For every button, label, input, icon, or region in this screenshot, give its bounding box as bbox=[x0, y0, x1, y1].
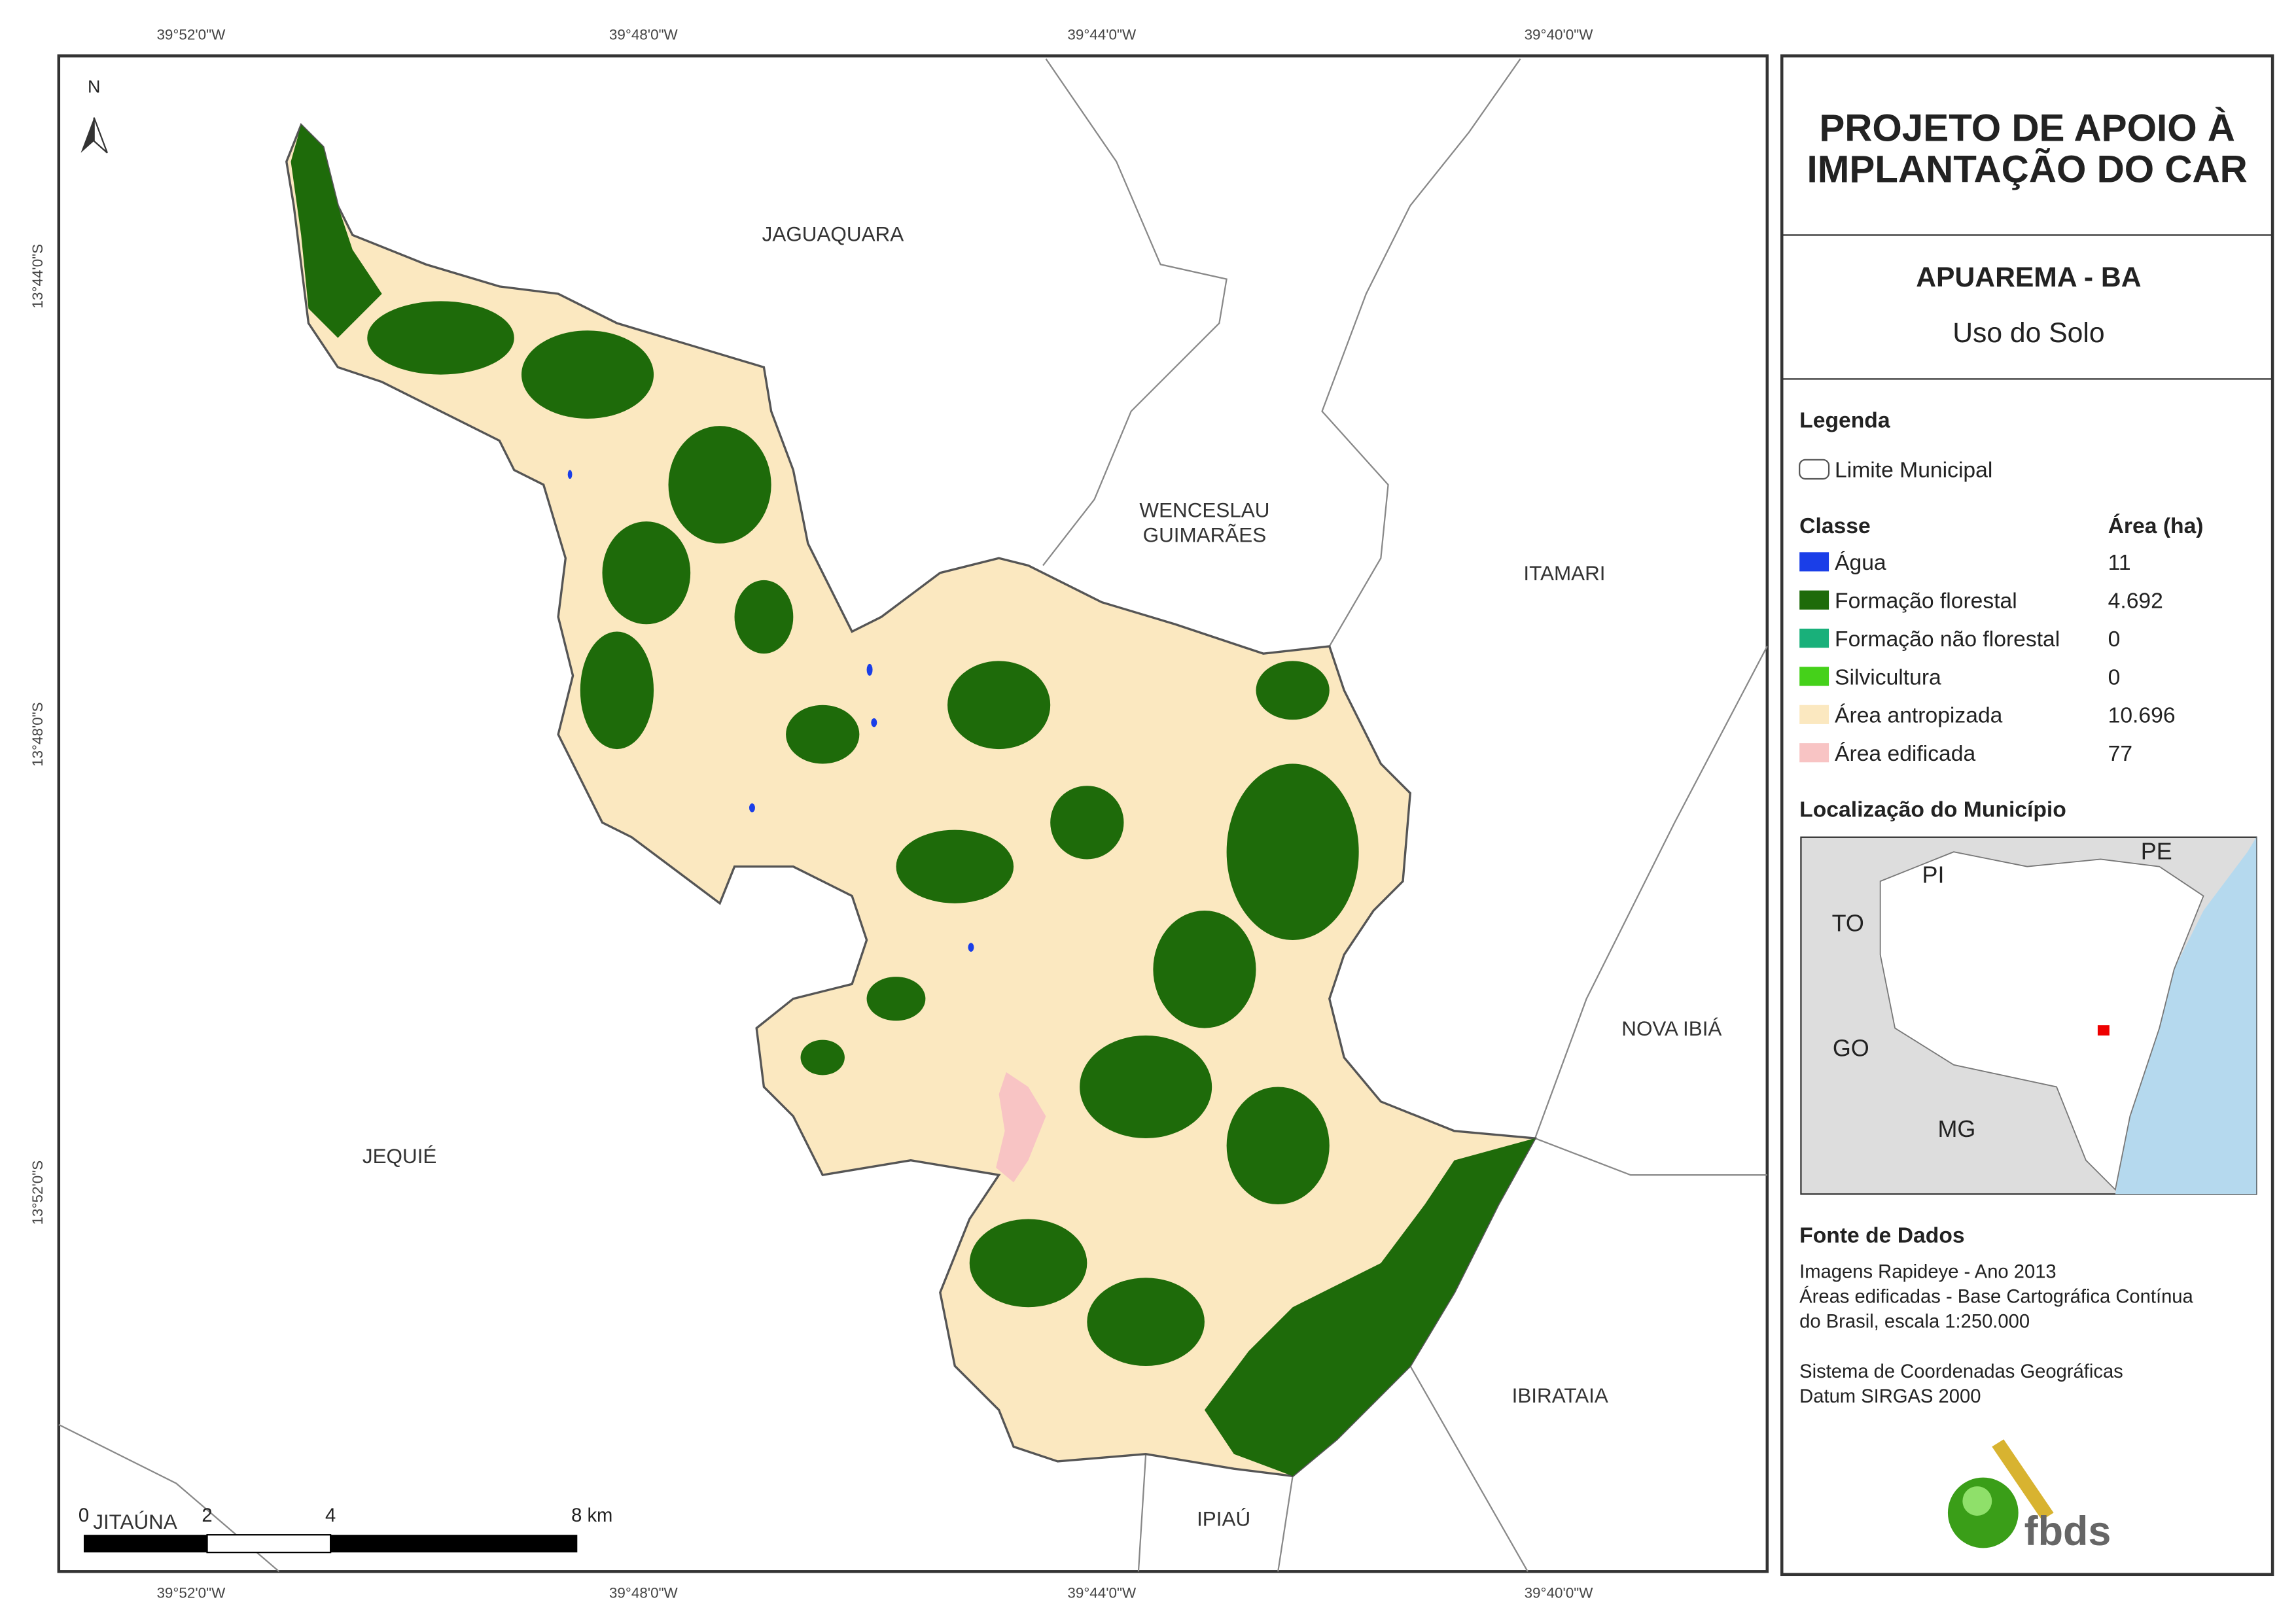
legend-heading: Legenda bbox=[1799, 408, 1890, 432]
coord-label: 39°40'0"W bbox=[1525, 1585, 1594, 1601]
coord-label: 39°44'0"W bbox=[1067, 1585, 1137, 1601]
sources-heading: Fonte de Dados bbox=[1799, 1223, 1964, 1248]
graticule-labels: 39°52'0"W 39°48'0"W 39°44'0"W 39°40'0"W … bbox=[29, 27, 1593, 1601]
logo-text: fbds bbox=[2024, 1509, 2111, 1554]
coord-label: 13°48'0"S bbox=[29, 702, 46, 767]
place-name: JAGUAQUARA bbox=[762, 222, 904, 245]
locator-map: PI PE TO GO MG bbox=[1800, 836, 2257, 1195]
legend-class: Área antropizada bbox=[1835, 704, 2003, 728]
state-label: GO bbox=[1833, 1034, 1869, 1061]
built-area bbox=[996, 1072, 1046, 1183]
scale-bar: 0 2 4 8 km bbox=[79, 1505, 612, 1554]
source-line: Sistema de Coordenadas Geográficas bbox=[1799, 1361, 2123, 1382]
legend-header: Classe bbox=[1799, 514, 1871, 538]
legend-swatch bbox=[1799, 743, 1829, 763]
place-name: IBIRATAIA bbox=[1512, 1384, 1608, 1407]
location-heading: Localização do Município bbox=[1799, 797, 2066, 822]
title: IMPLANTAÇÃO DO CAR bbox=[1807, 147, 2248, 190]
legend-area: 77 bbox=[2108, 742, 2132, 766]
legend-class: Água bbox=[1835, 551, 1886, 575]
side-panel: PROJETO DE APOIO À IMPLANTAÇÃO DO CAR AP… bbox=[1780, 54, 2274, 1577]
source-line: Imagens Rapideye - Ano 2013 bbox=[1799, 1261, 2056, 1282]
place-name: GUIMARÃES bbox=[1143, 524, 1267, 547]
map-frame: N 0 2 4 8 km JAGUAQUARA WENCESLAU GUIMAR… bbox=[57, 54, 1769, 1573]
legend-swatch bbox=[1799, 590, 1829, 610]
coord-label: 13°52'0"S bbox=[29, 1161, 46, 1225]
legend-swatch bbox=[1799, 705, 1829, 724]
legend-header: Área (ha) bbox=[2108, 514, 2204, 538]
source-line: Áreas edificadas - Base Cartográfica Con… bbox=[1799, 1285, 2193, 1307]
forest-patches bbox=[291, 124, 1536, 1476]
coord-label: 13°44'0"S bbox=[29, 244, 46, 309]
place-names: JAGUAQUARA WENCESLAU GUIMARÃES ITAMARI N… bbox=[93, 222, 1722, 1533]
state-label: MG bbox=[1937, 1115, 1975, 1142]
municipality-area bbox=[285, 122, 1537, 1478]
legend-label: Limite Municipal bbox=[1835, 459, 1992, 483]
state-label: TO bbox=[1832, 909, 1864, 936]
place-name: IPIAÚ bbox=[1197, 1508, 1250, 1531]
legend-area: 0 bbox=[2108, 665, 2121, 689]
legend-area: 4.692 bbox=[2108, 589, 2163, 614]
legend-area: 11 bbox=[2108, 551, 2131, 575]
legend-swatch bbox=[1799, 628, 1829, 648]
title: PROJETO DE APOIO À bbox=[1819, 107, 2235, 150]
water-bodies bbox=[567, 470, 974, 952]
scale-label: 8 km bbox=[571, 1505, 612, 1526]
place-name: JEQUIÉ bbox=[362, 1145, 437, 1168]
scale-label: 2 bbox=[202, 1505, 212, 1526]
scale-label: 4 bbox=[325, 1505, 336, 1526]
coord-label: 39°52'0"W bbox=[156, 27, 226, 43]
coord-label: 39°44'0"W bbox=[1067, 27, 1137, 43]
municipal-boundaries bbox=[58, 58, 1768, 1573]
legend-swatch bbox=[1799, 667, 1829, 686]
legend-area: 0 bbox=[2108, 627, 2121, 652]
legend-class: Silvicultura bbox=[1835, 665, 1941, 689]
scale-label: 0 bbox=[79, 1505, 89, 1526]
state-label: PI bbox=[1922, 861, 1945, 888]
subtitle: Uso do Solo bbox=[1952, 317, 2104, 349]
coord-label: 39°52'0"W bbox=[156, 1585, 226, 1601]
source-line: do Brasil, escala 1:250.000 bbox=[1799, 1312, 2030, 1333]
legend-swatch bbox=[1799, 552, 1829, 572]
coord-label: 39°48'0"W bbox=[609, 1585, 679, 1601]
place-name: WENCESLAU bbox=[1139, 498, 1269, 521]
logo: fbds bbox=[1947, 1439, 2111, 1554]
source-line: Datum SIRGAS 2000 bbox=[1799, 1386, 1981, 1407]
north-label: N bbox=[88, 77, 100, 97]
legend-swatch bbox=[1799, 459, 1830, 480]
coord-label: 39°48'0"W bbox=[609, 27, 679, 43]
municipality: APUAREMA - BA bbox=[1916, 262, 2141, 293]
place-name: JITAÚNA bbox=[93, 1510, 177, 1533]
legend-class: Formação não florestal bbox=[1835, 627, 2060, 652]
legend-area: 10.696 bbox=[2108, 704, 2176, 728]
place-name: ITAMARI bbox=[1523, 562, 1605, 585]
legend-class: Área edificada bbox=[1835, 742, 1975, 766]
legend-rows: Água 11 Formação florestal 4.692 Formação nã… bbox=[1799, 551, 2176, 766]
panel-border bbox=[1780, 54, 2274, 1577]
place-name: NOVA IBIÁ bbox=[1621, 1017, 1722, 1040]
coord-label: 39°40'0"W bbox=[1525, 27, 1594, 43]
legend-class: Formação florestal bbox=[1835, 589, 2017, 614]
state-label: PE bbox=[2141, 837, 2172, 864]
